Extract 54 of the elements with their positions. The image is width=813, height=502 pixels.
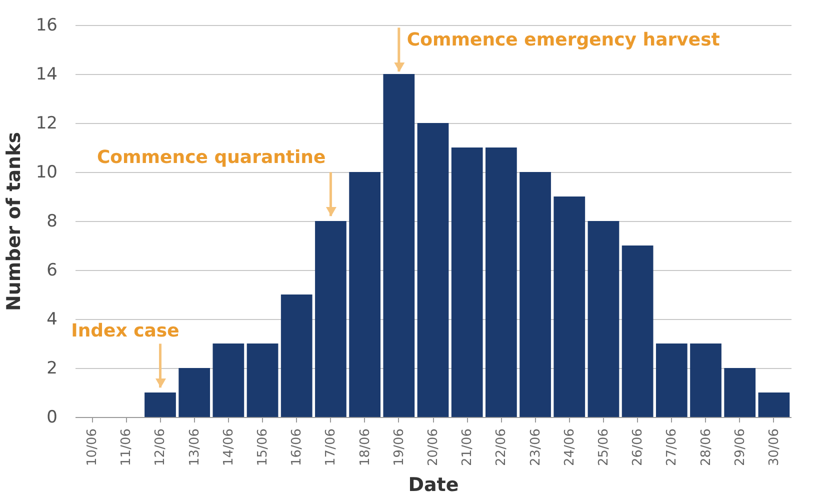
x-tick-label: 29/06 <box>732 428 748 466</box>
bar <box>178 368 210 417</box>
bar <box>520 172 551 417</box>
x-tick-label: 17/06 <box>324 428 339 466</box>
x-axis-title: Date <box>408 474 459 496</box>
bar <box>246 344 278 417</box>
y-tick-label: 0 <box>46 408 58 428</box>
bar <box>417 123 449 417</box>
bar <box>212 344 244 417</box>
bar <box>280 294 312 417</box>
bar <box>349 172 380 417</box>
annotation: Index case <box>71 320 180 342</box>
y-tick-label: 10 <box>36 162 58 182</box>
bar <box>588 221 620 417</box>
annotation: Commence quarantine <box>96 147 326 168</box>
x-tick-label: 11/06 <box>119 428 134 466</box>
x-tick-label: 25/06 <box>596 428 612 466</box>
x-tick-label: 15/06 <box>256 428 271 466</box>
x-tick-label: 23/06 <box>528 428 544 466</box>
x-tick-label: 22/06 <box>494 428 510 466</box>
bar <box>656 344 688 417</box>
x-tick-label: 12/06 <box>153 428 168 466</box>
x-tick-label: 21/06 <box>460 428 476 466</box>
x-tick-label: 14/06 <box>221 428 236 466</box>
bar <box>554 196 586 417</box>
bar <box>144 392 176 417</box>
y-tick-label: 6 <box>46 260 58 280</box>
x-tick-label: 30/06 <box>766 428 782 466</box>
x-tick-label: 28/06 <box>698 428 714 466</box>
x-tick-label: 13/06 <box>187 428 202 466</box>
y-tick-label: 2 <box>46 358 58 378</box>
y-tick-label: 14 <box>36 64 58 84</box>
x-tick-label: 27/06 <box>664 428 680 466</box>
y-tick-label: 16 <box>36 16 58 36</box>
x-tick-label: 19/06 <box>392 428 407 466</box>
y-tick-label: 8 <box>46 212 58 232</box>
x-tick-label: 24/06 <box>562 428 578 466</box>
y-tick-label: 4 <box>46 310 58 330</box>
bar <box>451 148 483 417</box>
x-tick-label: 10/06 <box>85 428 100 466</box>
bar <box>315 221 346 417</box>
x-tick-label: 26/06 <box>630 428 646 466</box>
bar <box>486 148 517 417</box>
bar <box>383 74 415 417</box>
x-tick-label: 18/06 <box>358 428 373 466</box>
annotation: Commence emergency harvest <box>406 30 720 51</box>
x-tick-label: 20/06 <box>426 428 441 466</box>
y-axis-title: Number of tanks <box>2 132 25 312</box>
bar <box>622 246 654 417</box>
bar <box>690 344 722 417</box>
bar <box>724 368 756 417</box>
x-tick-label: 16/06 <box>290 428 305 466</box>
y-tick-label: 12 <box>36 114 58 134</box>
bar <box>758 392 790 417</box>
